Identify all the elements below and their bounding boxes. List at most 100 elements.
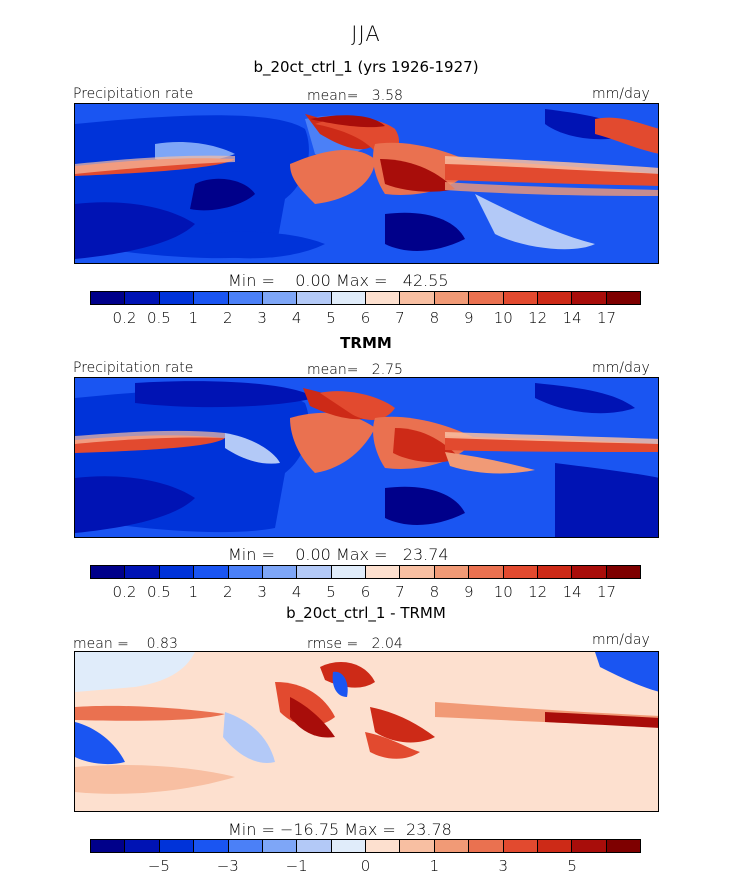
p1-region-spcz [475, 194, 595, 250]
colorbar-swatch [297, 292, 332, 304]
p2-region-indian-ocean [290, 412, 375, 473]
panel-3-title: b_20ct_ctrl_1 - TRMM [286, 604, 446, 622]
colorbar-swatch [194, 292, 229, 304]
p2-region-southeast-pacific [555, 463, 658, 537]
colorbar-swatch [297, 566, 332, 578]
colorbar-swatch [434, 840, 470, 852]
colorbar-swatch [434, 292, 470, 304]
panel-3-heatmap [75, 652, 658, 811]
panel-3-min-max: Min = −16.75 Max = 23.78 [228, 820, 452, 839]
colorbar-swatch [606, 292, 640, 304]
colorbar-swatch [606, 566, 640, 578]
p1-region-australia [385, 212, 465, 251]
colorbar-swatch [572, 292, 607, 304]
colorbar-tick-label: 8 [429, 583, 440, 601]
colorbar-swatch [331, 840, 366, 852]
colorbar-tick-label: 0.5 [146, 309, 171, 327]
p1-region-east-pacific [595, 117, 658, 154]
panel-2-left-label: Precipitation rate [73, 360, 194, 376]
panel-2-mean: mean= 2.75 [307, 362, 403, 378]
colorbar-tick-label: −1 [285, 857, 308, 875]
colorbar-swatch [228, 840, 263, 852]
colorbar-swatch [262, 292, 298, 304]
p1-region-maritime-core [380, 159, 455, 192]
colorbar-swatch [503, 292, 538, 304]
p2-region-south-atlantic [75, 476, 195, 533]
p1-region-south-atlantic [75, 202, 195, 259]
colorbar-swatch [194, 566, 229, 578]
colorbar-swatch [537, 566, 573, 578]
colorbar-swatch [228, 292, 263, 304]
panel-1-units: mm/day [592, 86, 650, 102]
p3-region-australia [405, 771, 465, 799]
panel-1-heatmap [75, 104, 658, 263]
colorbar-tick-label: 4 [291, 309, 302, 327]
colorbar-swatch [400, 566, 435, 578]
colorbar-swatch [503, 840, 538, 852]
colorbar-swatch [400, 292, 435, 304]
colorbar-swatch [537, 292, 573, 304]
colorbar-tick-label: 1 [188, 583, 199, 601]
panel-3-colorbar [90, 839, 641, 853]
colorbar-swatch [469, 840, 504, 852]
colorbar-swatch [572, 840, 607, 852]
colorbar-swatch [159, 840, 195, 852]
p1-band-atlantic-edge [75, 155, 235, 174]
colorbar-tick-label: 17 [597, 583, 617, 601]
panel-1-left-label: Precipitation rate [73, 86, 194, 102]
colorbar-swatch [262, 840, 298, 852]
colorbar-tick-label: 0.2 [112, 583, 137, 601]
p3-region-maritime [370, 707, 435, 743]
panel-1-min-max: Min = 0.00 Max = 42.55 [228, 271, 449, 290]
colorbar-swatch [297, 840, 332, 852]
panel-2-map [74, 377, 659, 538]
p3-region-congo [223, 712, 275, 763]
colorbar-tick-label: 12 [528, 309, 548, 327]
colorbar-swatch [159, 566, 195, 578]
colorbar-tick-label: 14 [562, 583, 582, 601]
panel-1-colorbar-ticks: 0.2 0.5 1 2 3 4 5 6 7 8 9 10 12 14 17 [90, 309, 641, 327]
p2-region-north-pacific [535, 383, 635, 414]
panel-3-mean: mean = 0.83 [73, 636, 178, 652]
panel-1-mean: mean= 3.58 [307, 88, 403, 104]
p1-band-pacific-edge-north [445, 156, 658, 174]
colorbar-swatch [194, 840, 229, 852]
panel-1-title: b_20ct_ctrl_1 (yrs 1926-1927) [253, 58, 479, 76]
colorbar-swatch [400, 840, 435, 852]
colorbar-tick-label: 7 [395, 309, 405, 327]
p3-region-east-pacific [595, 652, 658, 692]
colorbar-tick-label: 5 [567, 857, 577, 875]
p2-region-bay-bengal [320, 391, 395, 420]
colorbar-swatch [366, 840, 401, 852]
panel-2-heatmap [75, 378, 658, 537]
p2-region-sahara [135, 381, 315, 408]
colorbar-swatch [228, 566, 263, 578]
colorbar-swatch [434, 566, 470, 578]
p3-band-atlantic [75, 705, 225, 721]
colorbar-swatch [91, 292, 126, 304]
colorbar-swatch [503, 566, 538, 578]
p2-band-pacific-edge [445, 432, 658, 444]
colorbar-swatch [331, 566, 366, 578]
colorbar-swatch [606, 840, 640, 852]
p1-region-himalaya [310, 115, 385, 128]
panel-3-rmse: rmse = 2.04 [307, 636, 403, 652]
panel-3-units: mm/day [592, 632, 650, 648]
colorbar-tick-label: 17 [597, 309, 617, 327]
p2-region-central-africa [225, 433, 280, 464]
p3-region-amazon [75, 722, 125, 765]
p3-band-pacific-core [545, 712, 658, 728]
panel-2-title: TRMM [340, 334, 392, 352]
panel-2-colorbar [90, 565, 641, 579]
colorbar-swatch [331, 292, 366, 304]
p2-region-australia [385, 486, 465, 525]
p2-region-spcz [445, 452, 535, 474]
colorbar-tick-label: 2 [222, 583, 233, 601]
colorbar-swatch [125, 292, 160, 304]
panel-2-colorbar-ticks: 0.2 0.5 1 2 3 4 5 6 7 8 9 10 12 14 17 [90, 583, 641, 601]
colorbar-tick-label: 1 [429, 857, 440, 875]
colorbar-tick-label: 1 [188, 309, 199, 327]
colorbar-tick-label: 6 [360, 583, 371, 601]
colorbar-tick-label: 10 [493, 583, 513, 601]
colorbar-tick-label: 0 [360, 857, 371, 875]
